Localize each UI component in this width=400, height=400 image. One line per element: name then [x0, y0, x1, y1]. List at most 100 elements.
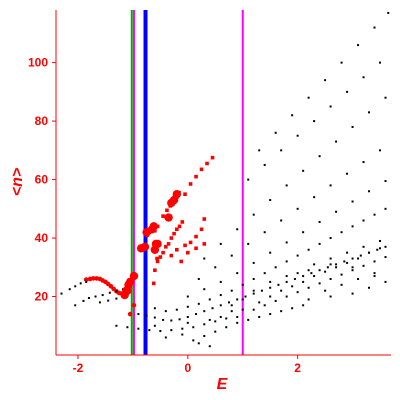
data-point: [340, 283, 343, 286]
data-point: [285, 241, 288, 244]
data-point: [164, 310, 167, 313]
data-point: [329, 263, 332, 266]
data-point: [296, 134, 299, 137]
data-point: [181, 333, 184, 336]
data-point: [188, 240, 193, 245]
data-point: [162, 318, 165, 321]
data-point: [236, 228, 239, 231]
data-point: [368, 286, 371, 289]
data-point: [351, 125, 354, 128]
data-point: [126, 326, 129, 329]
data-point: [219, 280, 222, 283]
data-point: [302, 231, 305, 234]
data-point: [351, 266, 354, 269]
data-point: [258, 315, 261, 318]
data-point: [236, 298, 239, 301]
data-point: [180, 220, 185, 224]
data-point: [368, 190, 371, 193]
data-point: [335, 263, 338, 266]
data-point: [186, 315, 189, 318]
data-point: [359, 254, 362, 257]
data-point: [373, 26, 376, 29]
data-point: [197, 342, 200, 345]
data-point: [293, 277, 296, 280]
data-point: [379, 61, 382, 64]
data-point: [318, 155, 321, 158]
data-point: [203, 334, 206, 337]
data-point: [373, 260, 376, 263]
data-point: [137, 327, 140, 330]
data-point: [199, 167, 204, 172]
data-point: [172, 189, 182, 199]
data-point: [307, 269, 310, 272]
data-point: [203, 288, 206, 291]
data-point: [313, 196, 316, 199]
data-point: [329, 105, 332, 108]
data-point: [186, 305, 189, 308]
data-point: [373, 272, 376, 275]
data-point: [346, 251, 349, 254]
data-point: [384, 256, 387, 259]
data-point: [384, 245, 387, 248]
data-point: [236, 321, 239, 324]
data-point: [199, 227, 204, 232]
x-tick-label: 2: [294, 361, 301, 375]
data-point: [252, 292, 255, 295]
data-point: [247, 242, 250, 245]
data-point: [340, 273, 343, 276]
data-point: [83, 277, 89, 282]
data-point: [183, 192, 187, 196]
data-point: [194, 234, 198, 239]
data-point: [280, 219, 283, 222]
data-point: [307, 298, 310, 301]
data-point: [335, 266, 338, 269]
data-point: [269, 295, 272, 298]
data-point: [192, 326, 195, 329]
data-point: [124, 280, 133, 290]
data-point: [151, 281, 156, 286]
data-point: [241, 308, 244, 311]
data-point: [329, 257, 332, 260]
data-point: [362, 76, 365, 79]
data-point: [269, 286, 272, 289]
data-point: [335, 210, 338, 213]
data-point: [357, 44, 360, 47]
data-point: [329, 237, 332, 240]
data-point: [379, 149, 382, 152]
data-point: [230, 254, 233, 257]
data-point: [205, 161, 209, 166]
data-point: [318, 242, 321, 245]
data-point: [195, 313, 198, 316]
data-point: [362, 264, 365, 267]
data-point: [252, 277, 255, 280]
y-axis-title: <n>: [9, 168, 26, 196]
data-point: [203, 310, 206, 313]
data-point: [318, 220, 321, 223]
data-point: [302, 304, 305, 307]
data-point: [179, 259, 184, 264]
data-point: [79, 282, 82, 285]
data-point: [87, 296, 90, 299]
data-point: [357, 257, 360, 260]
data-point: [236, 315, 239, 318]
data-point: [192, 339, 195, 342]
data-point: [211, 307, 214, 310]
data-point: [214, 266, 217, 269]
data-point: [175, 308, 178, 311]
data-point: [247, 178, 250, 181]
data-point: [329, 184, 332, 187]
data-point: [241, 283, 244, 286]
data-point: [346, 90, 349, 93]
data-point: [241, 298, 244, 301]
data-point: [161, 214, 165, 218]
data-point: [159, 330, 162, 333]
data-point: [108, 291, 111, 294]
data-point: [74, 285, 77, 288]
data-point: [310, 272, 313, 275]
data-point: [230, 310, 233, 313]
data-point: [208, 318, 211, 321]
y-tick-label: 60: [35, 173, 49, 187]
data-point: [362, 219, 365, 222]
data-point: [148, 329, 151, 332]
